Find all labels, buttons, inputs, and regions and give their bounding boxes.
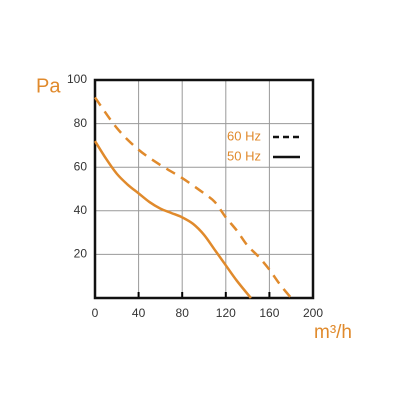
y-tick-label: 20: [74, 247, 88, 261]
series-line: [93, 96, 293, 299]
legend-label: 60 Hz: [227, 128, 261, 143]
x-tick-label: 160: [259, 306, 279, 320]
y-axis-title: Pa: [36, 75, 61, 97]
y-tick-label: 60: [74, 159, 88, 173]
y-tick-label: 100: [67, 72, 87, 86]
y-tick-label: 40: [74, 203, 88, 217]
x-tick-label: 80: [176, 306, 190, 320]
legend-label: 50 Hz: [227, 148, 261, 163]
x-tick-label: 40: [132, 306, 146, 320]
x-tick-label: 120: [216, 306, 236, 320]
x-axis-title: m³/h: [314, 322, 352, 343]
x-tick-label: 0: [92, 306, 99, 320]
x-tick-label: 200: [303, 306, 323, 320]
y-tick-label: 80: [74, 116, 88, 130]
plot-frame: [93, 78, 315, 300]
series-line: [93, 140, 252, 299]
